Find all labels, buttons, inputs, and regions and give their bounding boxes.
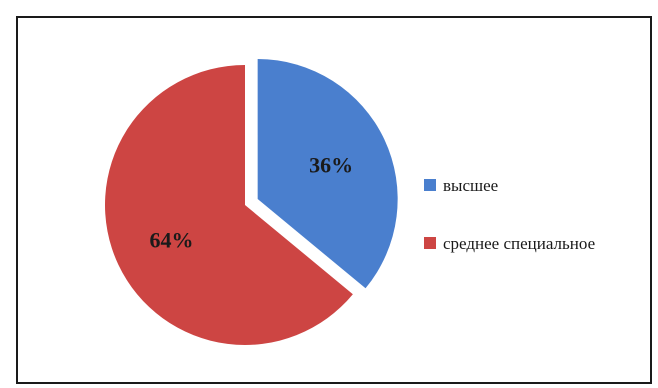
pie-slice-srednee-specialnoe	[105, 65, 353, 345]
legend-swatch-vysshee	[424, 179, 436, 191]
pie-slice-vysshee	[257, 59, 398, 289]
data-label-srednee-specialnoe: 64%	[150, 228, 194, 253]
data-label-vysshee: 36%	[309, 152, 353, 177]
pie-slices	[105, 59, 398, 345]
legend-label-vysshee: высшее	[443, 176, 498, 195]
legend-swatch-srednee-specialnoe	[424, 237, 436, 249]
chart-legend: высшее среднее специальное	[424, 176, 595, 253]
legend-label-srednee-specialnoe: среднее специальное	[443, 234, 595, 253]
pie-data-labels: 36% 64%	[150, 152, 354, 252]
